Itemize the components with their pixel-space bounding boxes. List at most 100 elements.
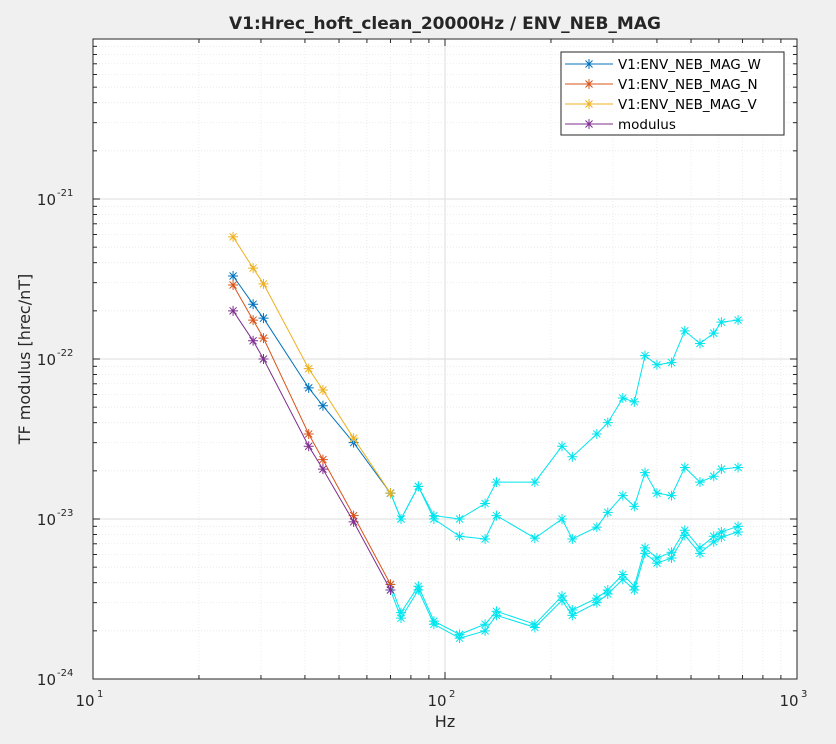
y-tick-label: 10	[37, 351, 56, 369]
data-point	[454, 633, 465, 644]
data-point	[640, 548, 651, 559]
data-point	[694, 548, 705, 559]
data-point	[617, 393, 628, 404]
data-point	[348, 433, 359, 444]
data-point	[733, 526, 744, 537]
legend-item: V1:ENV_NEB_MAG_N	[565, 77, 758, 93]
data-point	[679, 525, 690, 536]
series-line	[390, 525, 739, 635]
data-point	[385, 584, 396, 595]
data-point	[317, 464, 328, 475]
data-point	[708, 531, 719, 542]
data-point	[491, 510, 502, 521]
data-point	[491, 477, 502, 488]
data-point	[413, 481, 424, 492]
legend-item: V1:ENV_NEB_MAG_V	[565, 97, 757, 113]
data-point	[716, 317, 727, 328]
data-point	[491, 610, 502, 621]
data-point	[629, 584, 640, 595]
x-tick-label: 10	[779, 692, 798, 710]
legend-label: modulus	[618, 117, 676, 133]
data-point	[248, 315, 259, 326]
legend-box	[560, 51, 785, 136]
data-point	[708, 471, 719, 482]
data-point	[228, 271, 239, 282]
data-point	[694, 542, 705, 553]
data-point	[228, 305, 239, 316]
data-point	[248, 335, 259, 346]
series-layer	[228, 231, 744, 644]
series-v1-env-neb-mag-v	[228, 231, 396, 499]
series-line	[390, 466, 739, 540]
data-point	[480, 619, 491, 630]
data-point	[317, 400, 328, 411]
y-tick-label: 10	[37, 191, 56, 209]
data-point	[629, 501, 640, 512]
data-point	[396, 613, 407, 624]
data-point	[602, 507, 613, 518]
data-point	[666, 357, 677, 368]
series-line	[390, 531, 739, 639]
y-tick-exponent: -23	[57, 508, 73, 519]
data-point	[529, 477, 540, 488]
series-modulus	[228, 305, 396, 595]
y-tick-exponent: -21	[57, 188, 73, 199]
data-point	[428, 514, 439, 524]
legend-marker	[584, 59, 594, 69]
series-v1-env-neb-mag-n	[228, 280, 396, 590]
data-point	[640, 542, 651, 553]
data-point	[567, 604, 578, 615]
legend-label: V1:ENV_NEB_MAG_N	[618, 77, 758, 93]
chart-title: V1:Hrec_hoft_clean_20000Hz / ENV_NEB_MAG	[229, 14, 661, 34]
data-point	[317, 385, 328, 396]
data-point	[679, 530, 690, 541]
data-point	[317, 454, 328, 465]
data-point	[529, 622, 540, 633]
data-point	[413, 584, 424, 595]
data-point	[480, 533, 491, 544]
x-tick-label: 10	[427, 692, 446, 710]
data-point	[385, 579, 396, 590]
data-point	[567, 610, 578, 621]
data-point	[557, 514, 568, 524]
legend-label: V1:ENV_NEB_MAG_W	[618, 57, 761, 73]
series-line	[390, 319, 739, 521]
data-point	[666, 553, 677, 564]
data-point	[248, 299, 259, 310]
data-point	[617, 574, 628, 585]
data-point	[591, 597, 602, 608]
data-point	[248, 263, 259, 274]
legend-label: V1:ENV_NEB_MAG_V	[618, 97, 757, 113]
data-point	[651, 558, 662, 569]
data-point	[303, 428, 314, 439]
data-point	[602, 588, 613, 599]
data-point	[428, 619, 439, 630]
data-point	[716, 526, 727, 537]
data-point	[708, 536, 719, 547]
data-point	[716, 532, 727, 543]
data-point	[454, 514, 465, 524]
x-tick-exponent: 2	[449, 689, 455, 700]
data-point	[303, 441, 314, 452]
data-point	[629, 396, 640, 407]
data-point	[640, 467, 651, 478]
data-point	[640, 350, 651, 361]
data-point	[716, 464, 727, 475]
data-point	[666, 490, 677, 501]
data-point	[258, 333, 269, 344]
data-point	[591, 522, 602, 533]
data-point	[651, 553, 662, 564]
data-point	[679, 462, 690, 473]
data-point	[348, 516, 359, 527]
data-point	[694, 477, 705, 488]
data-point	[651, 488, 662, 499]
x-tick-exponent: 1	[97, 689, 103, 700]
data-point	[529, 533, 540, 544]
data-point	[348, 510, 359, 521]
legend-marker	[584, 119, 594, 129]
data-point	[480, 498, 491, 509]
data-point	[733, 462, 744, 473]
y-tick-exponent: -22	[57, 348, 73, 359]
